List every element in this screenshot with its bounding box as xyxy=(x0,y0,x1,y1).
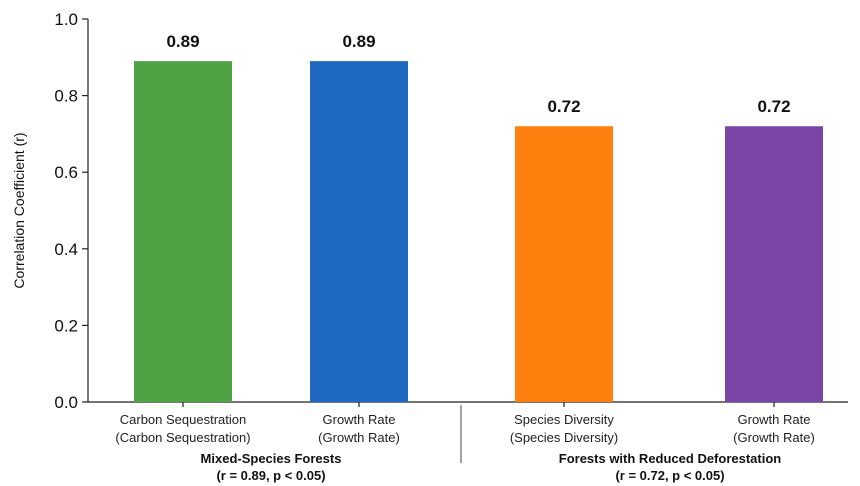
bar xyxy=(725,126,823,403)
y-tick-label: 0.2 xyxy=(54,316,78,335)
y-axis-title: Correlation Coefficient (r) xyxy=(11,132,27,288)
x-tick-label: Growth Rate xyxy=(738,412,811,427)
x-tick-label: Growth Rate xyxy=(323,412,396,427)
y-tick-label: 1.0 xyxy=(54,10,78,29)
group-labels: Mixed-Species Forests (r = 0.89, p < 0.05… xyxy=(201,405,782,483)
y-tick-label: 0.8 xyxy=(54,87,78,106)
x-tick-sublabel: (Growth Rate) xyxy=(733,430,815,445)
x-category-labels: Carbon Sequestration (Carbon Sequestratio… xyxy=(115,402,815,445)
group-stat: (r = 0.72, p < 0.05) xyxy=(615,468,724,483)
y-tick-label: 0.4 xyxy=(54,240,78,259)
group-stat: (r = 0.89, p < 0.05) xyxy=(216,468,325,483)
data-label: 0.72 xyxy=(757,97,790,116)
x-tick-label: Carbon Sequestration xyxy=(120,412,246,427)
bar xyxy=(134,61,232,402)
x-tick-sublabel: (Species Diversity) xyxy=(510,430,618,445)
bar xyxy=(515,126,613,403)
bars xyxy=(134,61,823,403)
y-tick-label: 0.6 xyxy=(54,163,78,182)
x-tick-sublabel: (Carbon Sequestration) xyxy=(115,430,250,445)
group-name: Mixed-Species Forests xyxy=(201,451,342,466)
group-name: Forests with Reduced Deforestation xyxy=(559,451,782,466)
data-label: 0.72 xyxy=(547,97,580,116)
x-tick-label: Species Diversity xyxy=(514,412,614,427)
data-labels: 0.89 0.89 0.72 0.72 xyxy=(166,32,790,116)
bar xyxy=(310,61,408,402)
y-tick-label: 0.0 xyxy=(54,393,78,412)
data-label: 0.89 xyxy=(166,32,199,51)
data-label: 0.89 xyxy=(342,32,375,51)
x-tick-sublabel: (Growth Rate) xyxy=(318,430,400,445)
